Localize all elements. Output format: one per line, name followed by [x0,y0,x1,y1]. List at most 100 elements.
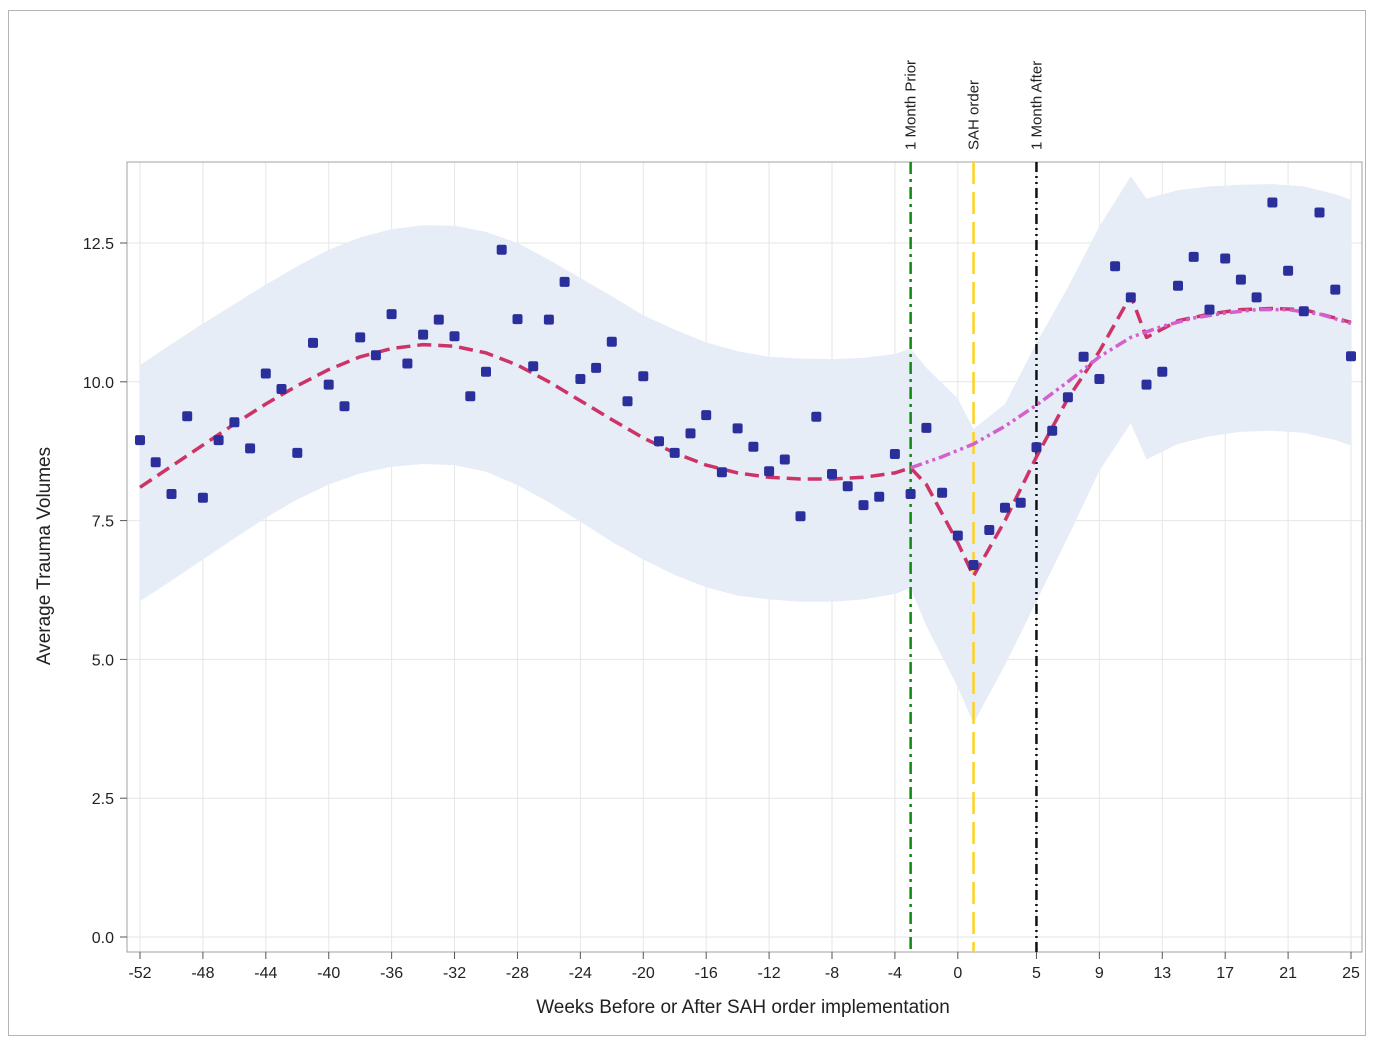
data-point [229,417,240,428]
data-point [559,276,570,287]
observed-points [135,197,1356,570]
data-point [1220,253,1231,264]
x-tick-label: 0 [953,965,962,982]
x-tick-label: 9 [1095,965,1104,982]
data-point [669,447,680,458]
data-point [308,337,318,348]
x-tick-label: 13 [1153,965,1171,982]
data-point [182,411,193,422]
x-tick-label: -12 [758,965,781,982]
data-point [638,371,649,382]
data-point [1157,366,1168,377]
data-point [622,396,633,407]
data-point [795,511,806,522]
data-point [543,314,554,325]
data-point [1141,379,1152,390]
data-point [1267,197,1278,208]
data-point [748,441,759,452]
data-point [1235,274,1246,285]
data-point [355,332,366,343]
data-point [481,366,491,377]
figure-frame [8,10,1366,1036]
data-point [339,401,350,412]
data-point [150,457,161,468]
x-tick-label: -36 [380,965,403,982]
y-tick-label: 12.5 [83,236,114,253]
x-tick-label: -4 [888,965,902,982]
data-point [213,435,224,446]
data-point [1314,207,1325,218]
data-point [575,374,586,384]
data-point [921,422,932,433]
data-point [1000,502,1010,513]
x-tick-label: -8 [825,965,839,982]
data-point [1047,425,1058,436]
x-tick-label: 17 [1216,965,1234,982]
y-tick-label: 10.0 [83,375,114,392]
data-point [1125,292,1136,303]
data-point [685,428,696,439]
data-point [260,368,271,379]
data-point [1062,392,1073,403]
data-point [779,454,790,465]
data-point [984,525,995,535]
data-point [1173,280,1183,291]
data-point [1346,351,1356,362]
data-point [323,379,334,390]
x-tick-label: -32 [443,965,466,982]
reference-line-labels: 1 Month Prior SAH order 1 Month After [903,60,1046,150]
x-tick-label: 21 [1279,965,1297,982]
data-point [135,435,145,446]
data-point [716,467,727,478]
x-tick-label: -44 [254,965,277,982]
data-point [1204,304,1215,315]
data-point [811,411,822,422]
data-point [433,314,444,325]
data-point [1330,284,1341,295]
data-point [292,447,303,458]
data-point [937,487,948,498]
data-point [1110,261,1121,272]
data-point [858,500,869,511]
y-tick-labels: 0.0 2.5 5.0 7.5 10.0 12.5 [83,236,114,947]
x-tick-label: -24 [569,965,592,982]
data-point [1094,374,1105,384]
y-tick-label: 5.0 [92,652,114,669]
y-tick-label: 2.5 [92,791,114,808]
x-tick-label: 5 [1032,965,1041,982]
data-point [449,331,460,342]
data-point [732,423,743,434]
data-point [827,469,837,479]
x-tick-labels: -52 -48 -44 -40 -36 -32 -28 -24 -20 -16 -12 -8 -4 0 5 9… [128,965,1360,982]
x-tick-label: -52 [128,965,151,982]
data-point [874,491,885,502]
data-point [245,443,256,454]
trend-lines [139,293,1352,578]
x-tick-label: -40 [317,965,340,982]
x-tick-label: 25 [1342,965,1360,982]
data-point [952,530,963,541]
data-point [512,314,523,325]
y-tick-label: 0.0 [92,930,114,947]
data-point [528,361,539,372]
data-point [1031,442,1042,453]
plot-area-border [126,161,1363,953]
data-point [654,436,664,447]
data-point [591,362,602,373]
reference-line-label: SAH order [966,80,983,150]
reference-line-label: 1 Month Prior [903,60,920,150]
data-point [764,466,775,477]
data-point [197,492,208,503]
data-point [1251,292,1262,303]
reference-lines [909,162,1038,952]
data-point [1283,265,1294,276]
confidence-band [140,176,1351,724]
x-tick-label: -48 [191,965,214,982]
data-point [370,350,381,361]
data-point [496,244,507,255]
data-point [889,449,900,459]
x-tick-label: -16 [695,965,718,982]
data-point [1298,306,1309,317]
y-axis-title: Average Trauma Volumes [34,447,55,665]
